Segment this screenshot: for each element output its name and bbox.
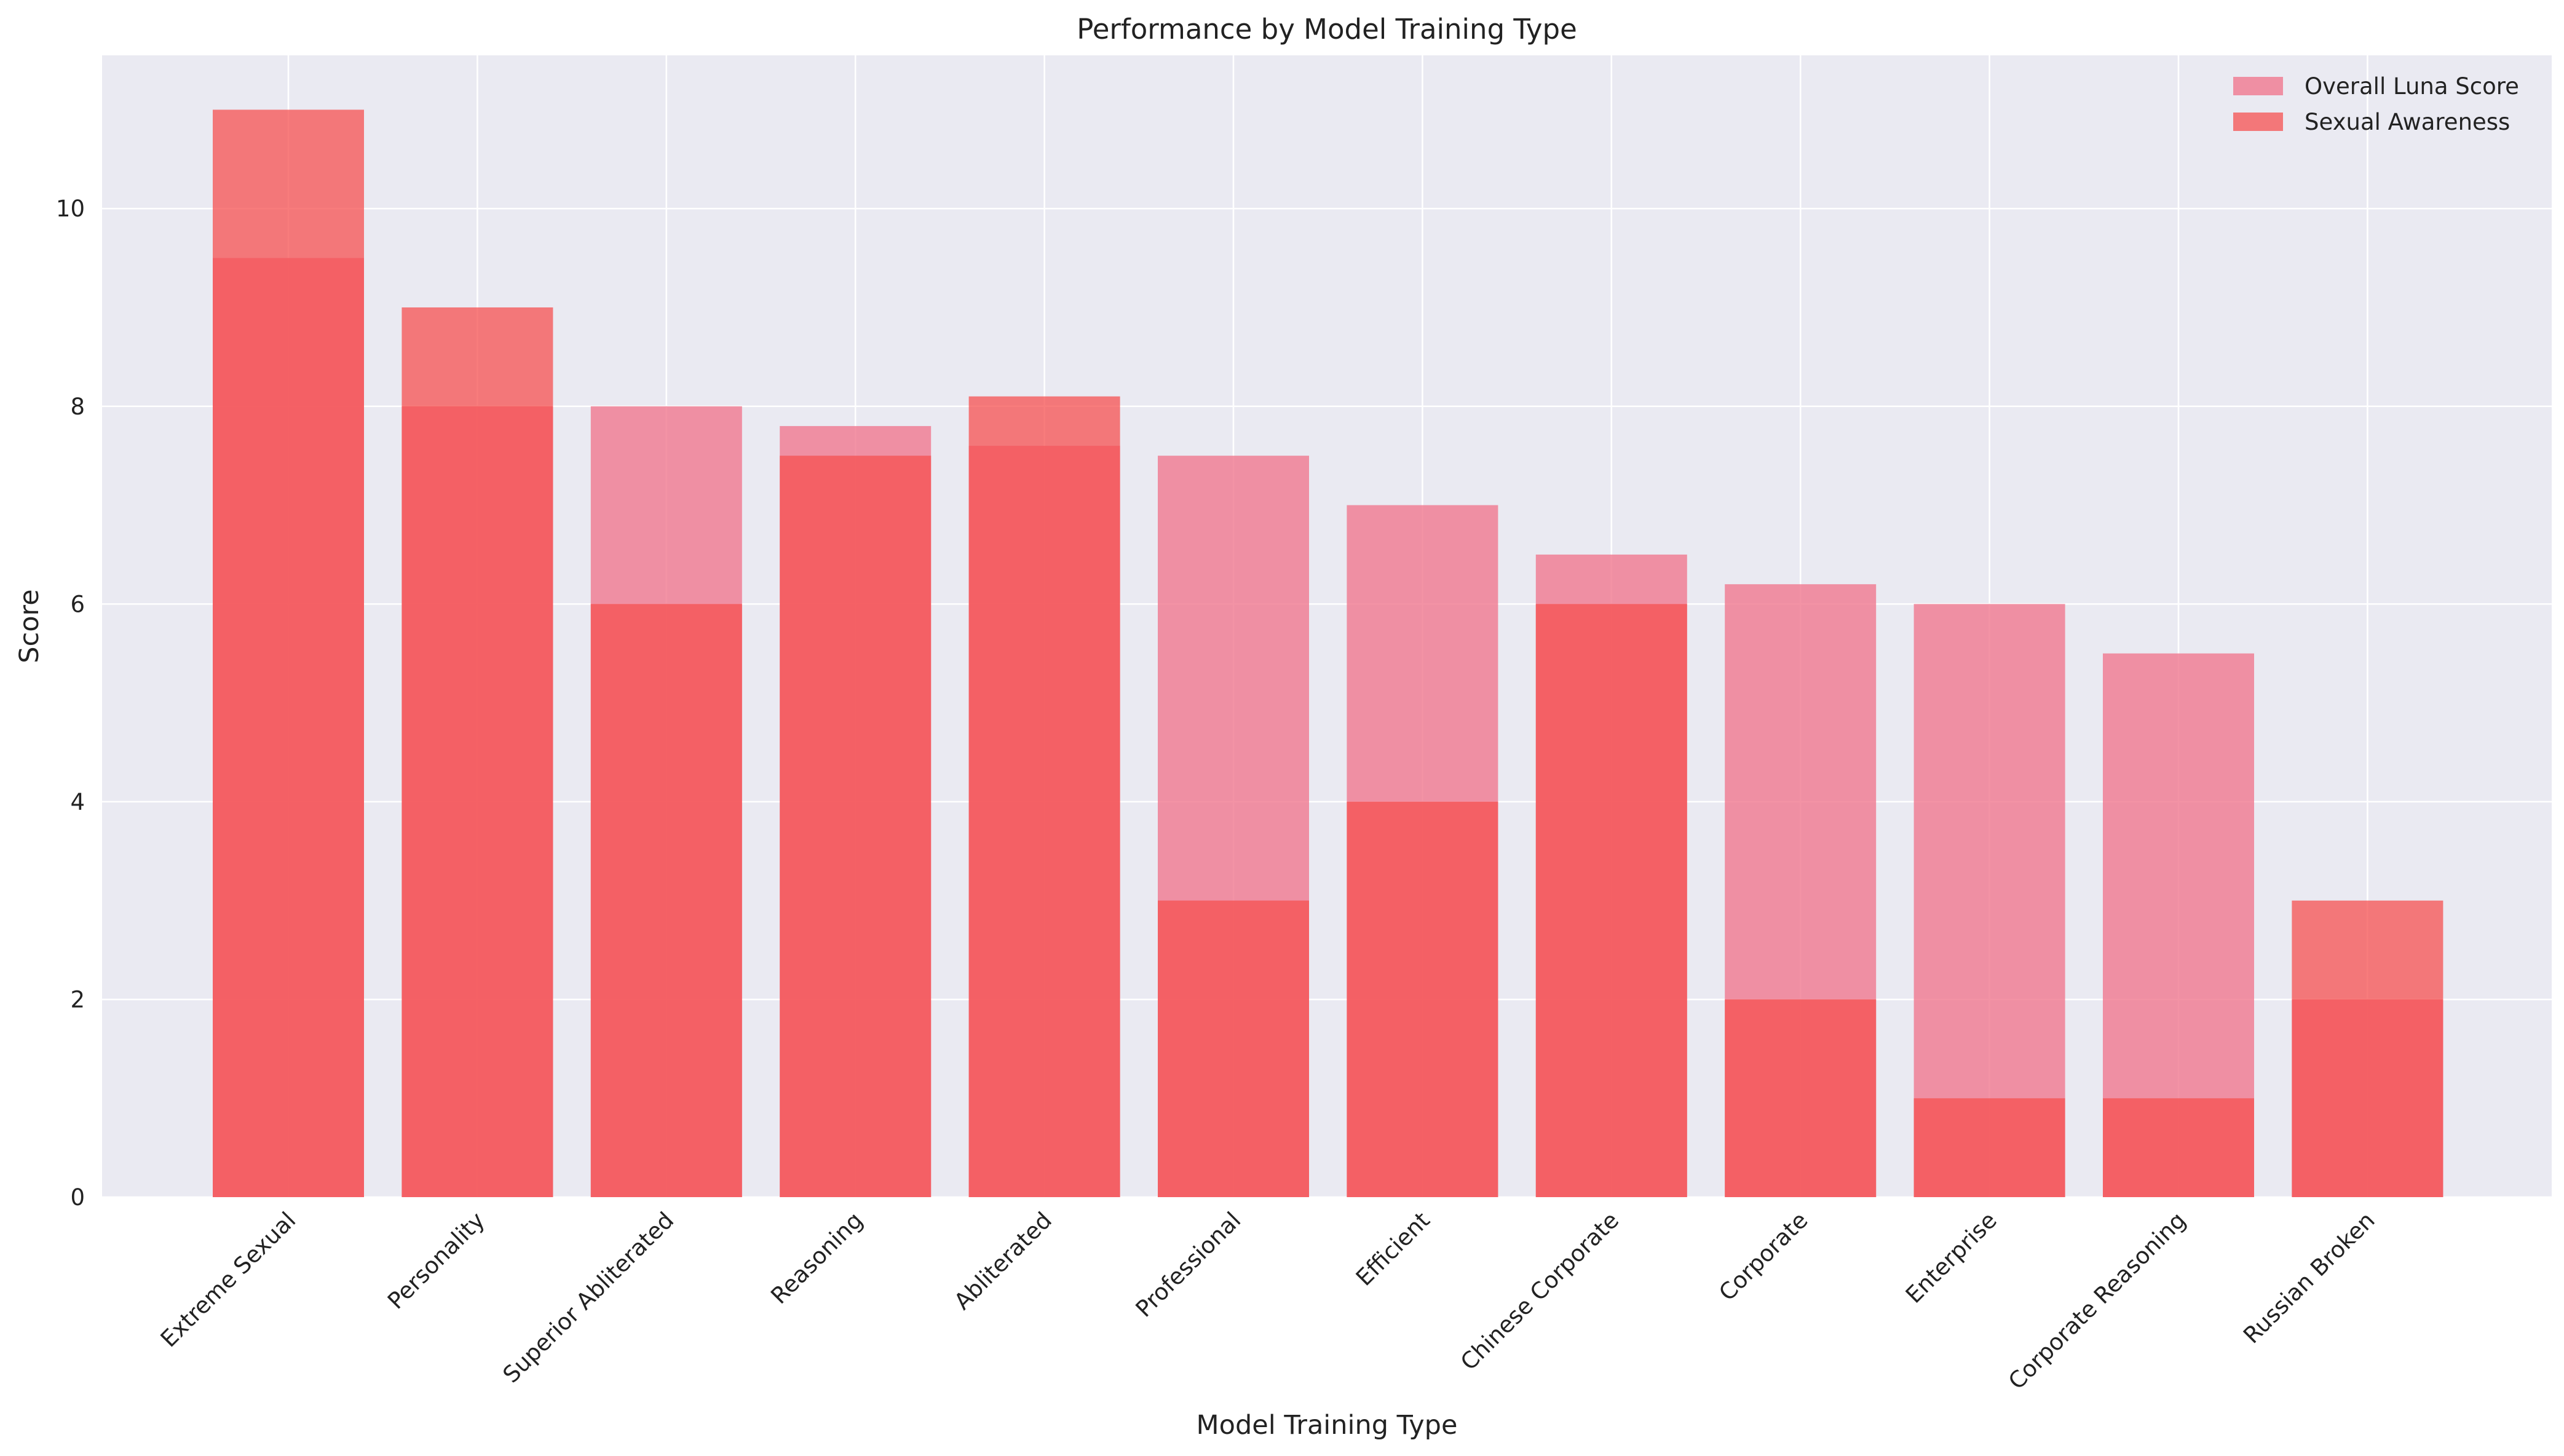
- bar-sexual-awareness-7: [1535, 604, 1687, 1197]
- bars: [213, 109, 2443, 1198]
- bar-sexual-awareness-3: [780, 456, 932, 1198]
- y-tick-label: 8: [70, 394, 85, 420]
- bar-sexual-awareness-11: [2292, 900, 2443, 1197]
- legend-swatch: [2233, 113, 2283, 131]
- legend-swatch: [2233, 77, 2283, 95]
- legend-label: Overall Luna Score: [2305, 73, 2519, 100]
- bar-sexual-awareness-4: [968, 396, 1120, 1198]
- y-tick-label: 2: [70, 986, 85, 1013]
- chart-title: Performance by Model Training Type: [1077, 13, 1577, 46]
- legend-label: Sexual Awareness: [2305, 109, 2510, 135]
- x-axis-label: Model Training Type: [1197, 1410, 1458, 1441]
- y-axis-ticks: 0 2 4 6 8 10: [56, 196, 85, 1211]
- y-tick-label: 6: [70, 591, 85, 617]
- bar-sexual-awareness-0: [213, 109, 364, 1197]
- bar-sexual-awareness-10: [2103, 1098, 2254, 1197]
- bar-sexual-awareness-9: [1913, 1098, 2065, 1197]
- bar-sexual-awareness-2: [590, 604, 742, 1197]
- y-tick-label: 0: [70, 1184, 85, 1211]
- bar-sexual-awareness-1: [402, 307, 553, 1197]
- y-tick-label: 4: [70, 789, 85, 815]
- bar-sexual-awareness-5: [1158, 900, 1309, 1197]
- bar-sexual-awareness-8: [1725, 999, 1877, 1197]
- y-axis-label: Score: [14, 589, 45, 663]
- y-tick-label: 10: [56, 196, 85, 222]
- bar-sexual-awareness-6: [1347, 801, 1498, 1197]
- legend: Overall Luna Score Sexual Awareness: [2233, 73, 2519, 135]
